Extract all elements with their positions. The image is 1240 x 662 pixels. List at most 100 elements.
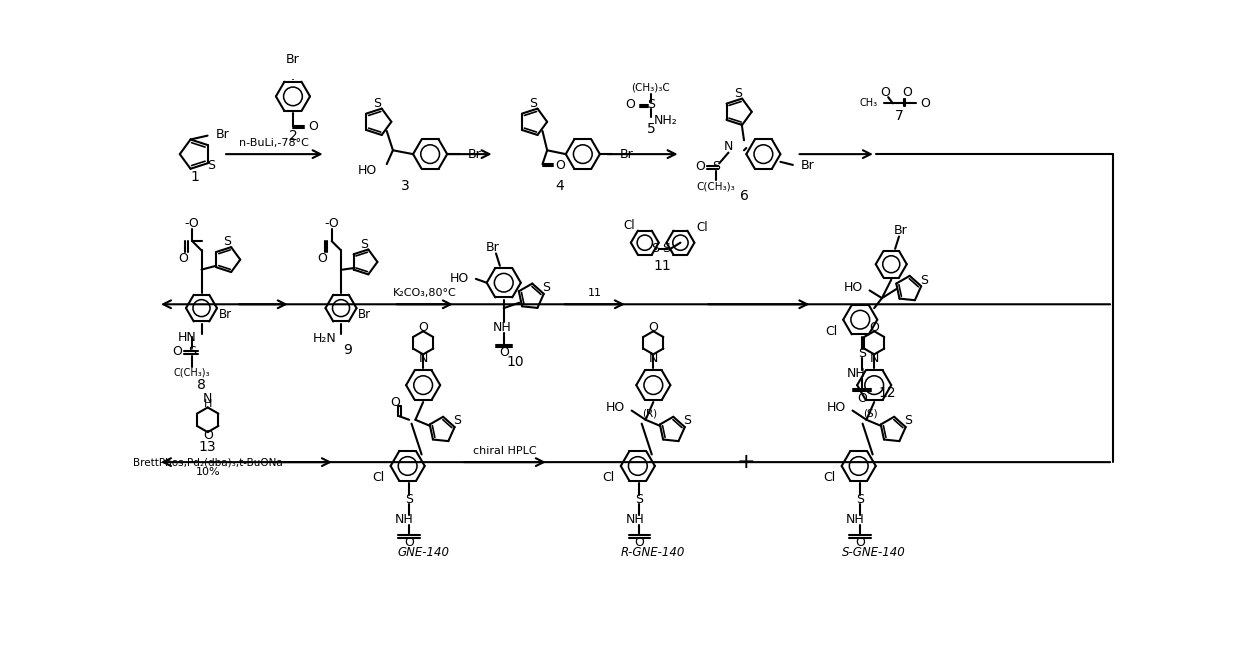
- Text: NH: NH: [396, 513, 414, 526]
- Text: Br: Br: [801, 159, 815, 172]
- Text: O: O: [626, 99, 635, 111]
- Text: NH: NH: [625, 513, 644, 526]
- Text: O: O: [179, 252, 187, 265]
- Text: S: S: [904, 414, 913, 428]
- Text: O: O: [696, 160, 706, 173]
- Text: S: S: [647, 99, 655, 111]
- Text: GNE-140: GNE-140: [397, 547, 449, 559]
- Text: S: S: [529, 97, 537, 110]
- Text: NH: NH: [492, 321, 512, 334]
- Text: Cl: Cl: [603, 471, 615, 484]
- Text: S: S: [405, 493, 413, 506]
- Text: 8: 8: [197, 378, 206, 392]
- Text: O: O: [309, 120, 319, 133]
- Text: N: N: [869, 352, 879, 365]
- Text: O: O: [856, 536, 866, 549]
- Text: O: O: [649, 321, 658, 334]
- Text: Cl: Cl: [696, 221, 708, 234]
- Text: S: S: [858, 347, 866, 360]
- Text: S: S: [857, 493, 864, 506]
- Text: S: S: [542, 281, 551, 294]
- Text: 12: 12: [879, 386, 897, 400]
- Text: S: S: [223, 236, 231, 248]
- Text: Cl: Cl: [825, 325, 837, 338]
- Text: S: S: [712, 160, 720, 173]
- Text: (CH₃)₃C: (CH₃)₃C: [631, 83, 671, 93]
- Text: 11: 11: [588, 289, 601, 299]
- Text: +: +: [737, 452, 755, 472]
- Text: S: S: [373, 97, 382, 110]
- Text: S: S: [361, 238, 368, 251]
- Text: Cl: Cl: [372, 471, 384, 484]
- Text: H₂N: H₂N: [312, 332, 336, 346]
- Text: NH: NH: [846, 513, 866, 526]
- Text: O: O: [172, 345, 182, 357]
- Text: O: O: [857, 392, 867, 404]
- Text: O: O: [317, 252, 327, 265]
- Text: Br: Br: [218, 308, 232, 321]
- Text: -O: -O: [185, 217, 200, 230]
- Text: O: O: [404, 536, 414, 549]
- Text: 2: 2: [289, 129, 298, 144]
- Text: O: O: [498, 346, 508, 359]
- Text: Cl: Cl: [624, 219, 635, 232]
- Text: -O: -O: [324, 217, 339, 230]
- Text: N: N: [724, 140, 733, 153]
- Text: BrettPhos,Pd₂(dba)₃,t-BuONa: BrettPhos,Pd₂(dba)₃,t-BuONa: [133, 457, 283, 467]
- Text: Br: Br: [286, 53, 300, 66]
- Text: S: S: [920, 273, 928, 287]
- Text: HO: HO: [844, 281, 863, 294]
- Text: Br: Br: [216, 128, 229, 142]
- Text: NH: NH: [847, 367, 866, 380]
- Text: O: O: [869, 321, 879, 334]
- Text: Br: Br: [467, 148, 481, 161]
- Text: O: O: [920, 97, 930, 110]
- Text: S: S: [635, 493, 644, 506]
- Text: S: S: [734, 87, 742, 100]
- Text: Br: Br: [894, 224, 908, 237]
- Text: 5: 5: [646, 122, 656, 136]
- Text: Br: Br: [620, 148, 634, 161]
- Text: Br: Br: [358, 308, 371, 321]
- Text: 4: 4: [556, 179, 564, 193]
- Text: NH₂: NH₂: [655, 114, 678, 126]
- Text: 10: 10: [507, 355, 525, 369]
- Text: HO: HO: [827, 401, 847, 414]
- Text: O: O: [391, 397, 401, 409]
- Text: 13: 13: [198, 440, 217, 453]
- Text: 7: 7: [894, 109, 904, 122]
- Text: S: S: [453, 414, 461, 428]
- Text: O: O: [635, 536, 645, 549]
- Text: H: H: [203, 399, 212, 408]
- Text: S: S: [662, 242, 671, 256]
- Text: O: O: [880, 86, 890, 99]
- Text: S: S: [651, 242, 658, 256]
- Text: 9: 9: [342, 344, 352, 357]
- Text: 3: 3: [401, 179, 409, 193]
- Text: S: S: [207, 160, 216, 172]
- Text: S-GNE-140: S-GNE-140: [842, 547, 906, 559]
- Text: S: S: [188, 345, 196, 357]
- Text: 11: 11: [653, 259, 672, 273]
- Text: 6: 6: [739, 189, 749, 203]
- Text: HO: HO: [358, 164, 377, 177]
- Text: 1: 1: [191, 170, 200, 184]
- Text: N: N: [203, 392, 212, 404]
- Text: Br: Br: [486, 241, 500, 254]
- Text: C(CH₃)₃: C(CH₃)₃: [697, 181, 735, 191]
- Text: O: O: [418, 321, 428, 334]
- Text: CH₃: CH₃: [859, 99, 878, 109]
- Text: C(CH₃)₃: C(CH₃)₃: [174, 368, 211, 378]
- Text: K₂CO₃,80°C: K₂CO₃,80°C: [393, 289, 456, 299]
- Text: (S): (S): [863, 408, 878, 418]
- Text: chiral HPLC: chiral HPLC: [474, 446, 537, 456]
- Text: O: O: [203, 430, 212, 442]
- Text: HO: HO: [450, 271, 469, 285]
- Text: O: O: [901, 86, 911, 99]
- Text: N: N: [418, 352, 428, 365]
- Text: n-BuLi,-78°C: n-BuLi,-78°C: [239, 138, 309, 148]
- Text: N: N: [649, 352, 658, 365]
- Text: (R): (R): [642, 408, 657, 418]
- Text: HN: HN: [179, 331, 197, 344]
- Text: R-GNE-140: R-GNE-140: [621, 547, 686, 559]
